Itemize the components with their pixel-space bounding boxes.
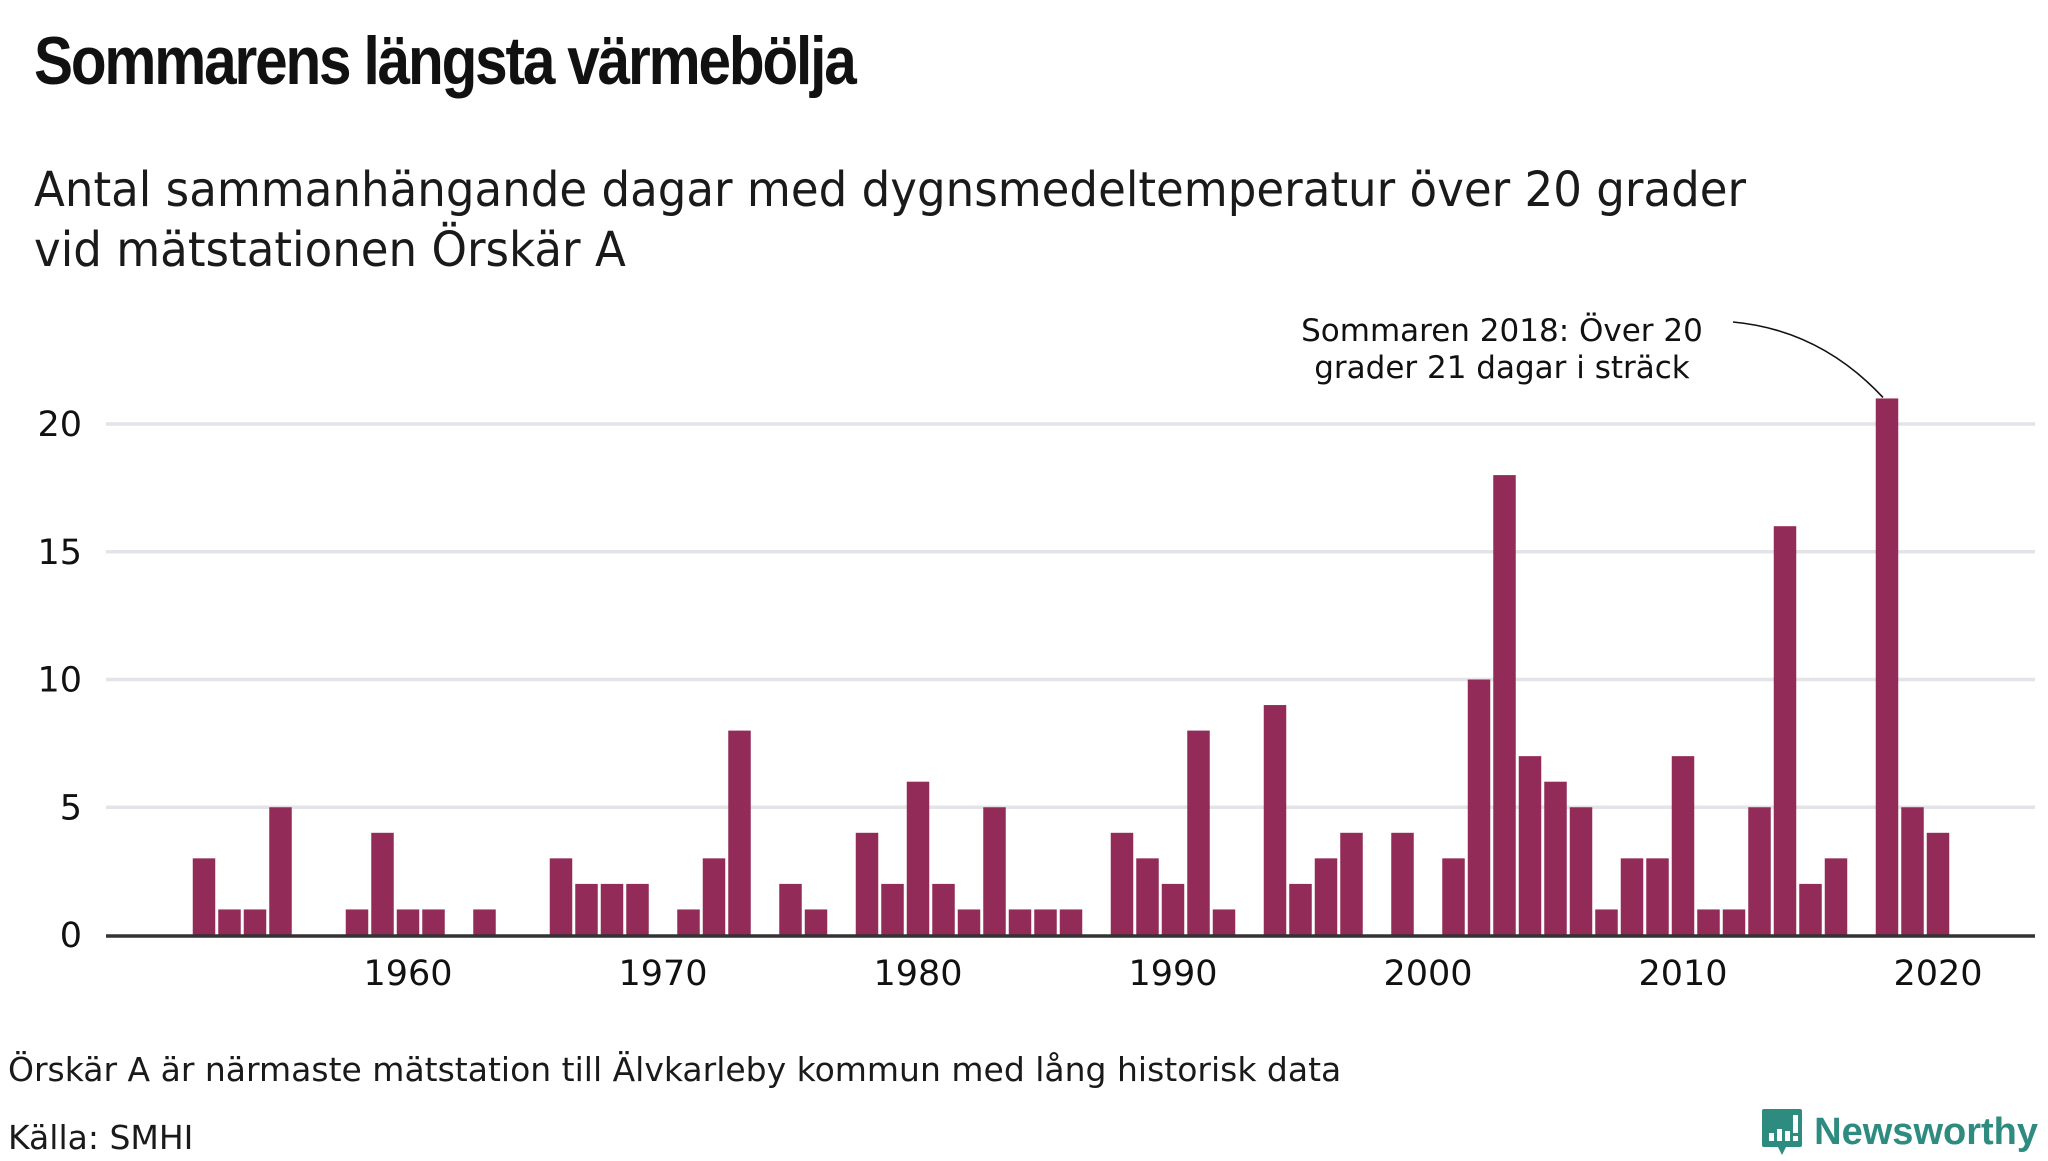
x-tick-label: 2010 [1638, 954, 1727, 994]
bars [192, 398, 1950, 935]
bar-2002 [1467, 679, 1491, 935]
y-tick-label: 15 [37, 533, 82, 573]
bar-1996 [1314, 858, 1338, 935]
bar-1959 [371, 832, 394, 935]
bar-1991 [1187, 730, 1210, 935]
y-tick-label: 10 [37, 661, 82, 701]
annotation-text-line-1: Sommaren 2018: Över 20 [1301, 312, 1703, 349]
y-axis-ticks: 0 5 10 15 20 [37, 405, 82, 956]
y-tick-label: 20 [37, 405, 82, 445]
bar-2016 [1824, 858, 1848, 935]
annotation-connector [1732, 321, 1884, 398]
footnote: Örskär A är närmaste mätstation till Älv… [8, 1050, 1342, 1089]
bar-2019 [1901, 807, 1924, 935]
annotation-text-line-2: grader 21 dagar i sträck [1314, 350, 1690, 386]
bar-2005 [1544, 781, 1567, 935]
x-tick-label: 2020 [1893, 954, 1982, 994]
bar-2006 [1569, 807, 1593, 935]
logo-text: Newsworthy [1814, 1110, 2038, 1153]
bar-1984 [1008, 909, 1032, 935]
bar-1967 [575, 883, 598, 935]
subtitle-line-2: vid mätstationen Örskär A [34, 222, 626, 278]
bar-2004 [1518, 756, 1542, 935]
bar-1999 [1391, 832, 1414, 935]
bar-1952 [192, 858, 216, 935]
chart-subtitle: Antal sammanhängande dagar med dygnsmede… [34, 160, 1746, 280]
bar-1972 [702, 858, 726, 935]
bar-1958 [345, 909, 369, 935]
annotation: Sommaren 2018: Över 20 grader 21 dagar i… [1301, 312, 1884, 398]
bar-1992 [1212, 909, 1236, 935]
bar-1973 [728, 730, 751, 935]
bar-1963 [473, 909, 496, 935]
bar-1975 [779, 883, 802, 935]
bar-1968 [600, 883, 624, 935]
bar-1994 [1263, 705, 1287, 935]
bar-1997 [1340, 832, 1363, 935]
bar-1980 [906, 781, 930, 935]
y-tick-label: 0 [60, 916, 82, 956]
bar-2015 [1799, 883, 1822, 935]
bar-1966 [549, 858, 573, 935]
bar-2011 [1697, 909, 1720, 935]
bar-2012 [1722, 909, 1746, 935]
newsworthy-logo[interactable]: Newsworthy [1760, 1107, 2038, 1157]
x-tick-label: 1960 [363, 954, 452, 994]
bar-1995 [1289, 883, 1312, 935]
bar-2003 [1493, 475, 1516, 935]
source-credit: Källa: SMHI [8, 1118, 194, 1157]
x-tick-label: 2000 [1383, 954, 1472, 994]
chart-title: Sommarens längsta värmebölja [34, 23, 857, 99]
bar-1954 [243, 909, 267, 935]
bar-1981 [932, 883, 955, 935]
bar-1982 [957, 909, 981, 935]
bar-2013 [1748, 807, 1771, 935]
bar-1971 [677, 909, 700, 935]
bar-1985 [1034, 909, 1057, 935]
bar-1983 [983, 807, 1006, 935]
bar-1960 [396, 909, 420, 935]
bar-2010 [1671, 756, 1695, 935]
bar-1978 [855, 832, 879, 935]
bar-2008 [1620, 858, 1644, 935]
bar-2009 [1646, 858, 1669, 935]
bar-1990 [1161, 883, 1185, 935]
bar-1988 [1110, 832, 1134, 935]
bar-1976 [804, 909, 828, 935]
subtitle-line-1: Antal sammanhängande dagar med dygnsmede… [34, 162, 1747, 218]
x-tick-label: 1980 [873, 954, 962, 994]
x-axis-ticks: 1960 1970 1980 1990 2000 2010 2020 [363, 954, 1982, 994]
x-tick-label: 1990 [1128, 954, 1217, 994]
bar-1989 [1136, 858, 1159, 935]
bar-1979 [881, 883, 904, 935]
bar-1953 [218, 909, 241, 935]
y-tick-label: 5 [60, 788, 82, 828]
bar-chart-speech-bubble-icon [1760, 1107, 1804, 1157]
gridlines [106, 422, 2035, 809]
bar-2014 [1773, 526, 1797, 935]
bar-1986 [1059, 909, 1083, 935]
bar-2018 [1875, 398, 1899, 935]
bar-1961 [422, 909, 445, 935]
bar-1969 [626, 883, 649, 935]
bar-2007 [1595, 909, 1618, 935]
bar-2020 [1926, 832, 1950, 935]
bar-2001 [1442, 858, 1465, 935]
bar-1955 [269, 807, 292, 935]
x-tick-label: 1970 [618, 954, 707, 994]
